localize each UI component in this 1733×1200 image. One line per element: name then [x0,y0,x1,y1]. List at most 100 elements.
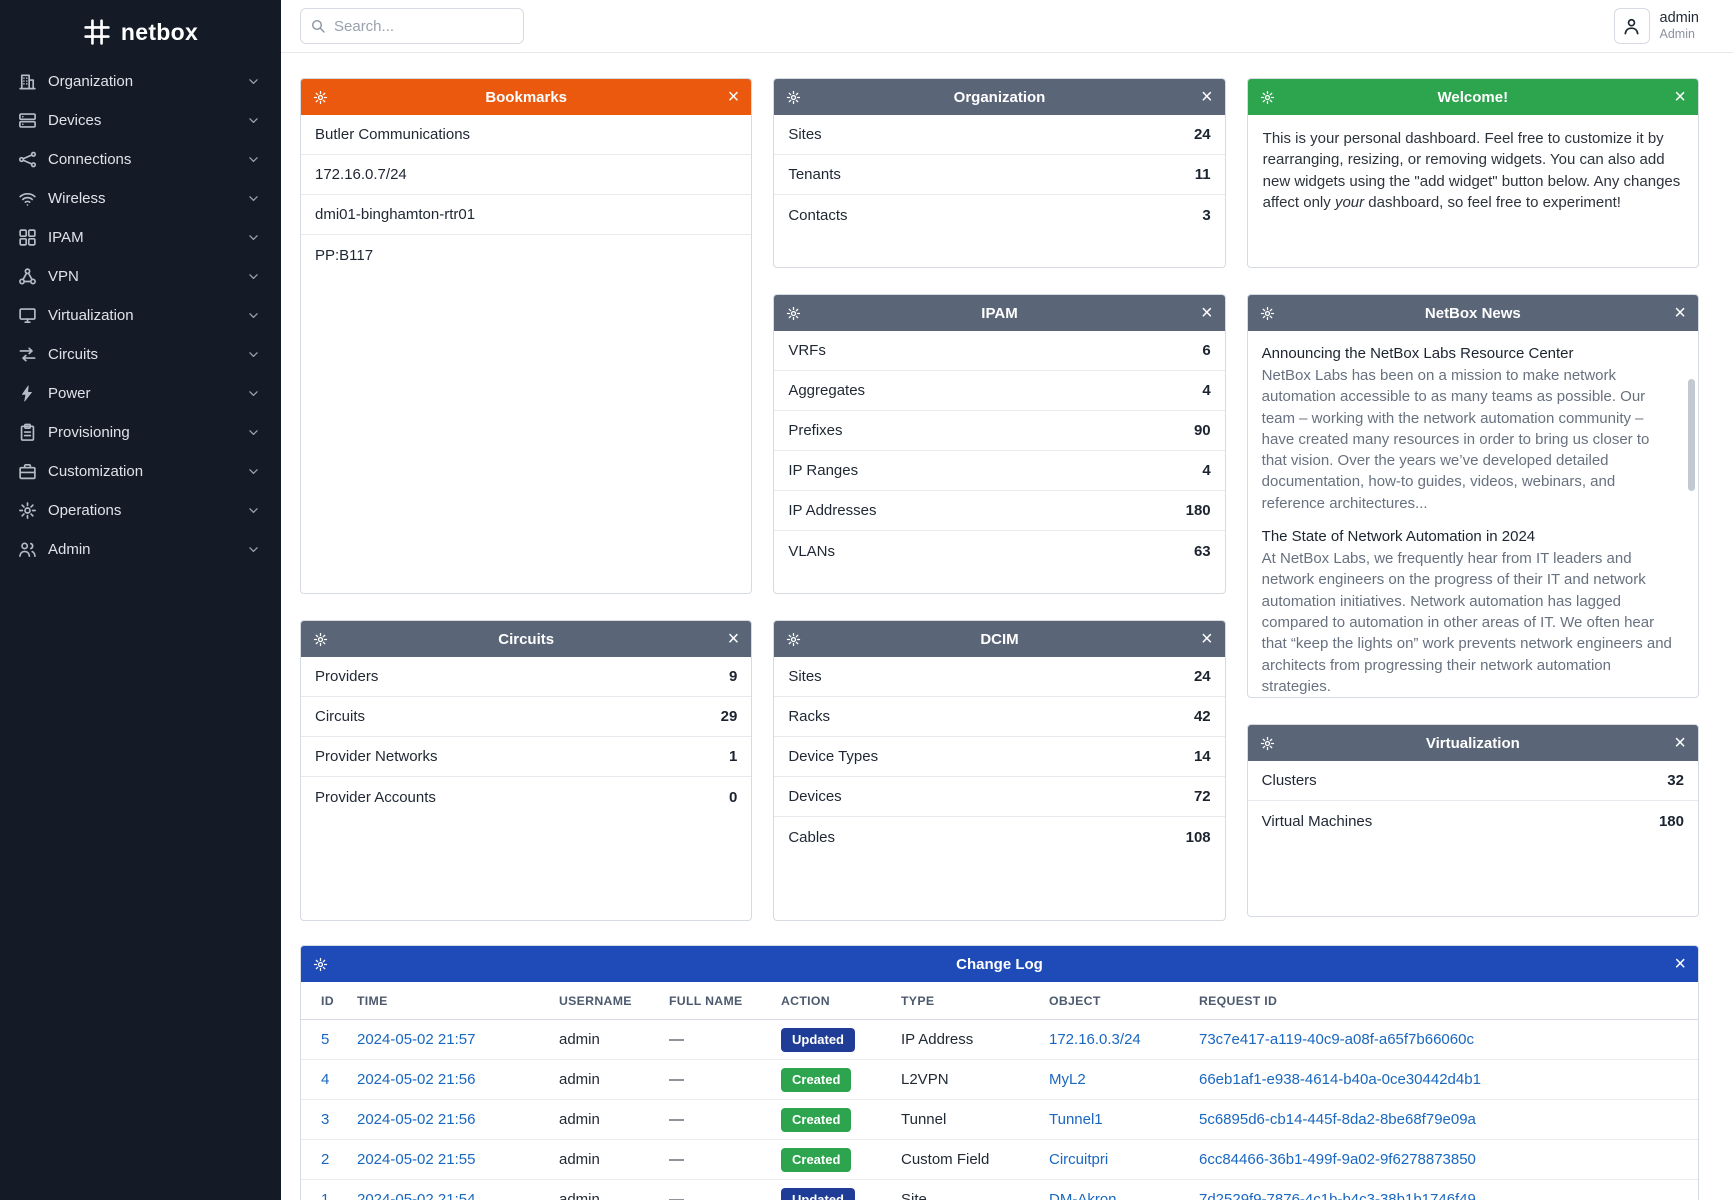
widget-config-icon[interactable] [786,90,801,105]
sidebar-item-circuits[interactable]: Circuits [0,335,281,374]
bookmark-item[interactable]: dmi01-binghamton-rtr01 [301,195,752,235]
news-headline[interactable]: The State of Network Automation in 2024 [1261,528,1536,546]
sidebar-item-admin[interactable]: Admin [0,530,281,569]
stat-label[interactable]: VRFs [788,342,826,359]
widget-close-icon[interactable]: × [1674,302,1686,324]
user-menu-button[interactable] [1613,8,1650,44]
changelog-request-link[interactable]: 6cc84466-36b1-499f-9a02-9f6278873850 [1199,1151,1476,1168]
chevron-down-icon [246,230,261,245]
changelog-object-link[interactable]: MyL2 [1049,1071,1086,1088]
changelog-id-link[interactable]: 4 [321,1071,330,1088]
widget-title: IPAM [981,304,1018,322]
sidebar-item-wireless[interactable]: Wireless [0,179,281,218]
stat-label[interactable]: Racks [788,708,831,725]
changelog-request-link[interactable]: 5c6895d6-cb14-445f-8da2-8be68f79e09a [1199,1111,1476,1128]
widget-config-icon[interactable] [1260,90,1275,105]
welcome-text-part: This is your personal dashboard. Feel fr… [1262,130,1681,212]
changelog-column-header[interactable]: REQUEST ID [1189,982,1698,1020]
changelog-request-link[interactable]: 73c7e417-a119-40c9-a08f-a65f7b66060c [1199,1031,1474,1048]
stat-label[interactable]: Clusters [1261,772,1317,789]
stat-label[interactable]: Devices [788,788,842,805]
widget-close-icon[interactable]: × [1200,302,1213,324]
changelog-id-link[interactable]: 1 [321,1191,330,1200]
widget-close-icon[interactable]: × [1674,953,1686,975]
stat-label[interactable]: Circuits [315,708,366,725]
sidebar-item-operations[interactable]: Operations [0,491,281,530]
bookmark-item[interactable]: PP:B117 [315,246,374,264]
widget-close-icon[interactable]: × [727,86,740,108]
changelog-time-link[interactable]: 2024-05-02 21:56 [357,1111,476,1128]
widget-config-icon[interactable] [313,632,328,647]
changelog-object-link[interactable]: DM-Akron [1049,1191,1117,1200]
stat-label[interactable]: Provider Networks [315,748,438,765]
netbox-logo[interactable]: netbox [0,0,281,62]
news-scrollbar[interactable] [1687,379,1695,491]
changelog-time-link[interactable]: 2024-05-02 21:56 [357,1071,476,1088]
search-box [300,8,524,44]
changelog-object-link[interactable]: Circuitpri [1049,1151,1109,1168]
stat-label[interactable]: IP Addresses [788,502,877,519]
stat-label[interactable]: Providers [315,668,379,685]
sidebar-item-customization[interactable]: Customization [0,452,281,491]
news-headline[interactable]: Announcing the NetBox Labs Resource Cent… [1261,345,1574,362]
stat-label[interactable]: Tenants [788,166,841,183]
stat-label[interactable]: Sites [788,126,822,143]
changelog-column-header[interactable]: FULL NAME [659,982,771,1020]
widget-close-icon[interactable]: × [1674,732,1686,754]
widget-config-icon[interactable] [1260,306,1275,321]
changelog-type: Tunnel [891,1099,1039,1140]
widget-config-icon[interactable] [786,306,801,321]
widget-config-icon[interactable] [786,632,801,647]
changelog-request-link[interactable]: 7d2529f9-7876-4c1b-b4c3-38b1b1746f49 [1199,1191,1476,1200]
stat-label[interactable]: Cables [788,828,836,846]
stat-label[interactable]: Device Types [788,748,879,765]
changelog-time-link[interactable]: 2024-05-02 21:55 [357,1151,476,1168]
bookmark-item[interactable]: Butler Communications [301,115,752,155]
widget-close-icon[interactable]: × [727,628,740,650]
sidebar-item-power[interactable]: Power [0,374,281,413]
sidebar-item-devices[interactable]: Devices [0,101,281,140]
changelog-object-link[interactable]: Tunnel1 [1049,1111,1103,1128]
bookmark-item[interactable]: 172.16.0.7/24 [301,155,752,195]
changelog-column-header[interactable]: OBJECT [1039,982,1189,1020]
changelog-id-link[interactable]: 5 [321,1031,330,1048]
changelog-object-link[interactable]: 172.16.0.3/24 [1049,1031,1141,1048]
stat-label[interactable]: Aggregates [788,382,866,399]
news-body-text: NetBox Labs has been on a mission to mak… [1261,367,1650,512]
sidebar-item-provisioning[interactable]: Provisioning [0,413,281,452]
user-text[interactable]: admin Admin [1660,9,1700,43]
changelog-column-header[interactable]: USERNAME [549,982,659,1020]
sidebar-item-label: Organization [48,73,134,90]
changelog-column-header[interactable]: ID [301,982,347,1020]
widget-close-icon[interactable]: × [1200,86,1213,108]
widget-close-icon[interactable]: × [1200,628,1213,650]
search-input[interactable] [300,8,524,44]
sidebar-item-ipam[interactable]: IPAM [0,218,281,257]
widget-config-icon[interactable] [313,957,328,972]
changelog-id-link[interactable]: 3 [321,1111,330,1128]
changelog-column-header[interactable]: TYPE [891,982,1039,1020]
stat-label[interactable]: IP Ranges [788,462,859,479]
changelog-time-link[interactable]: 2024-05-02 21:57 [357,1031,476,1048]
stat-label[interactable]: Prefixes [788,422,843,439]
stat-label[interactable]: VLANs [788,542,836,560]
changelog-row: 2 2024-05-02 21:55 admin — Created Custom Fie… [301,1139,1698,1180]
widget-close-icon[interactable]: × [1674,86,1686,108]
stat-label[interactable]: Sites [788,668,822,685]
sidebar-item-organization[interactable]: Organization [0,62,281,101]
changelog-column-header[interactable]: TIME [347,982,549,1020]
stat-label[interactable]: Contacts [788,206,848,224]
changelog-column-header[interactable]: ACTION [771,982,891,1020]
stat-label[interactable]: Provider Accounts [315,788,436,806]
sidebar-item-virtualization[interactable]: Virtualization [0,296,281,335]
widget-config-icon[interactable] [313,90,328,105]
stat-row: Virtual Machines 180 [1248,801,1698,841]
stat-label[interactable]: Virtual Machines [1261,812,1373,830]
widget-config-icon[interactable] [1260,736,1275,751]
changelog-id-link[interactable]: 2 [321,1151,330,1168]
changelog-time-link[interactable]: 2024-05-02 21:54 [357,1191,476,1200]
sidebar-item-connections[interactable]: Connections [0,140,281,179]
circuits-icon [18,345,37,364]
changelog-request-link[interactable]: 66eb1af1-e938-4614-b40a-0ce30442d4b1 [1199,1071,1481,1088]
sidebar-item-vpn[interactable]: VPN [0,257,281,296]
